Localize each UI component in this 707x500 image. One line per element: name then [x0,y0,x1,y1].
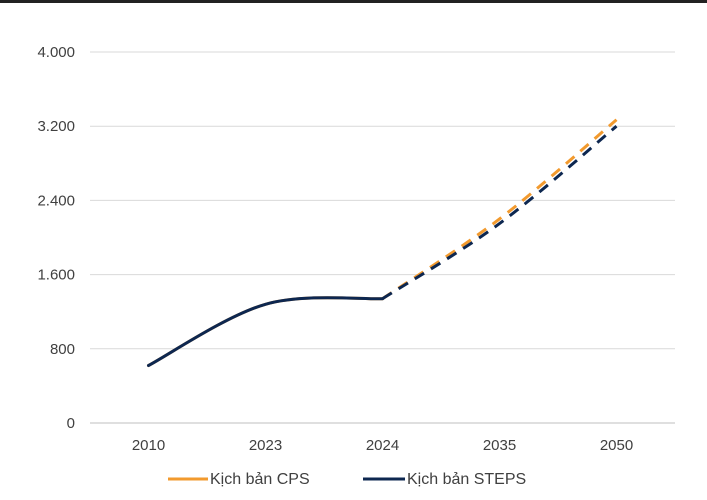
series-line-projection-0 [381,118,618,300]
series-line-historical-1 [147,296,384,367]
gridlines [90,51,675,424]
x-tick-label: 2024 [366,437,399,454]
y-tick-label: 1.600 [37,267,75,284]
y-tick-label: 3.200 [37,118,75,135]
series-lines [147,118,618,367]
x-tick-label: 2035 [483,437,516,454]
legend-label-steps: Kịch bản STEPS [407,471,526,488]
x-tick-label: 2050 [600,437,633,454]
x-tick-label: 2010 [132,437,165,454]
y-tick-label: 4.000 [37,44,75,61]
y-tick-label: 2.400 [37,192,75,209]
legend-label-cps: Kịch bản CPS [210,471,310,488]
y-axis-ticks: 0 800 1.600 2.400 3.200 4.000 [37,44,75,432]
x-tick-label: 2023 [249,437,282,454]
y-tick-label: 800 [50,341,75,358]
legend: Kịch bản CPS Kịch bản STEPS [168,471,526,488]
y-tick-label: 0 [67,415,75,432]
top-border [0,0,707,3]
series-line-historical-0 [147,296,384,367]
series-line-projection-1 [381,125,618,300]
x-axis-ticks: 2010 2023 2024 2035 2050 [132,437,633,454]
